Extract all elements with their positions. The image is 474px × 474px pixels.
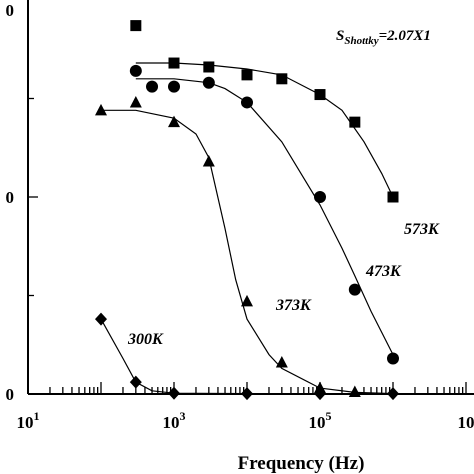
series-label-300K: 300K — [127, 331, 164, 348]
point-473K — [168, 80, 180, 93]
point-573K — [276, 73, 288, 85]
point-473K — [241, 96, 253, 109]
labels: 101 103 105 10 0 0 0 Frequency (Hz) SShottky=2.0… — [6, 1, 474, 474]
point-473K — [348, 283, 361, 296]
point-300K — [129, 375, 142, 389]
point-473K — [146, 80, 159, 93]
fit-curve-573K — [135, 62, 394, 198]
point-573K — [314, 89, 326, 101]
point-373K — [129, 95, 142, 108]
point-300K — [241, 387, 253, 401]
point-573K — [203, 61, 215, 73]
point-573K — [387, 191, 399, 203]
point-473K — [202, 76, 215, 89]
x-axis-title: Frequency (Hz) — [238, 453, 365, 474]
y-tick-label: 0 — [6, 1, 15, 20]
point-473K — [314, 191, 326, 203]
schottky-annotation: SShottky=2.07X1 — [336, 28, 431, 47]
point-373K — [95, 103, 107, 116]
point-300K — [95, 312, 107, 326]
point-300K — [387, 387, 399, 401]
x-tick-label: 105 — [309, 409, 332, 432]
x-tick-label: 10 — [458, 413, 474, 432]
point-373K — [275, 355, 288, 368]
data-points — [95, 20, 399, 401]
point-373K — [202, 155, 215, 167]
series-label-573K: 573K — [404, 221, 440, 238]
point-473K — [387, 352, 399, 365]
point-373K — [168, 115, 180, 128]
fit-curve-373K — [101, 109, 394, 395]
point-300K — [314, 387, 326, 401]
axes — [27, 0, 474, 395]
series-label-473K: 473K — [365, 263, 402, 280]
y-tick-label: 0 — [6, 385, 15, 404]
x-tick-label: 101 — [17, 409, 40, 432]
x-tick-label: 103 — [163, 409, 186, 432]
point-573K — [168, 57, 180, 69]
point-373K — [348, 385, 361, 398]
point-373K — [241, 294, 253, 307]
point-573K — [349, 116, 361, 128]
point-573K — [241, 69, 253, 81]
point-473K — [129, 64, 142, 77]
y-tick-label: 0 — [6, 188, 15, 207]
point-300K — [168, 386, 180, 400]
series-label-373K: 373K — [275, 297, 312, 314]
point-573K — [130, 20, 142, 32]
